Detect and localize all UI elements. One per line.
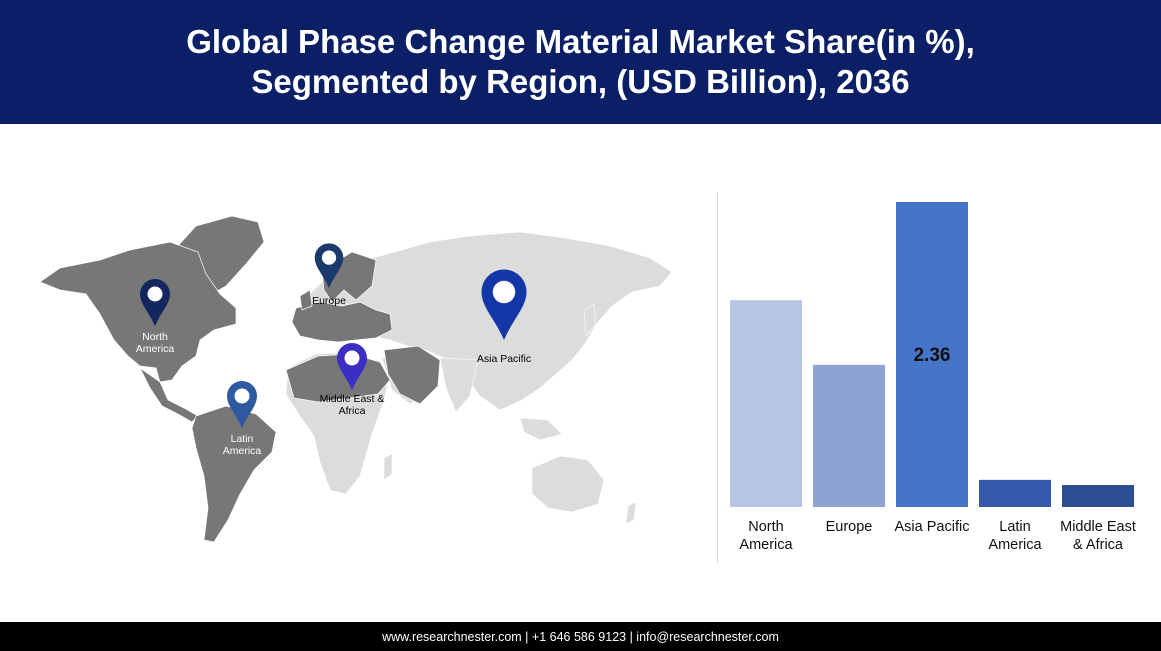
map-marker-label-line2: Africa	[339, 405, 366, 417]
data-label: 2.36	[914, 345, 951, 366]
map-marker-label: Europe	[312, 295, 346, 307]
bar-5	[1062, 485, 1134, 507]
map-pin-icon	[140, 279, 170, 326]
title-line-2: Segmented by Region, (USD Billion), 2036	[251, 63, 910, 100]
bar-chart: North America Europe Asia Pacific 2.36 Latin A…	[717, 192, 1136, 563]
map-marker-label-line2: America	[136, 343, 175, 355]
australia-shape	[531, 455, 605, 513]
map-pin-dot	[147, 286, 163, 302]
title-line-1: Global Phase Change Material Market Shar…	[186, 23, 975, 60]
map-pin-icon	[337, 343, 367, 390]
x-tick-label: Latin America	[988, 519, 1042, 553]
bar-1	[730, 300, 802, 507]
map-marker-label: Latin	[231, 433, 254, 445]
eurasia-shape	[299, 231, 673, 411]
map-marker-4: Middle East &Africa	[320, 343, 385, 417]
europe-shape	[291, 301, 393, 343]
footer-bar: www.researchnester.com | +1 646 586 9123…	[0, 622, 1161, 651]
map-pin-dot	[492, 280, 516, 304]
uk-shape	[299, 289, 313, 311]
map-marker-label-line2: America	[223, 445, 262, 457]
new-zealand-shape	[625, 501, 637, 525]
middle-east-shape	[383, 345, 441, 405]
title-banner: Global Phase Change Material Market Shar…	[0, 0, 1161, 124]
se-asia-islands-shape	[519, 417, 563, 441]
map-marker-2: Europe	[312, 243, 346, 307]
x-tick-label: Middle East & Africa	[1060, 519, 1136, 553]
footer-contact: www.researchnester.com | +1 646 586 9123…	[382, 629, 779, 644]
map-pin-dot	[344, 350, 360, 366]
south-america-shape	[191, 405, 277, 543]
japan-shape	[583, 303, 597, 337]
x-tick-label: North America	[739, 519, 793, 553]
india-shape	[439, 357, 479, 413]
x-tick-label: Asia Pacific	[895, 519, 970, 535]
map-marker-label: Middle East &	[320, 393, 385, 405]
map-marker-label: North	[142, 331, 168, 343]
bar-2	[813, 364, 885, 507]
x-tick-label: Europe	[826, 519, 873, 535]
madagascar-shape	[383, 453, 393, 481]
map-marker-3: Asia Pacific	[477, 269, 531, 365]
map-pin-icon	[481, 269, 527, 340]
map-pin-icon	[314, 243, 344, 288]
north-america-shape	[39, 241, 237, 383]
map-pin-dot	[234, 388, 250, 404]
map-pin-icon	[227, 381, 257, 428]
map-pin-dot	[321, 250, 337, 265]
map-marker-label: Asia Pacific	[477, 353, 531, 365]
bar-4	[979, 479, 1051, 507]
bar-3	[896, 202, 968, 507]
